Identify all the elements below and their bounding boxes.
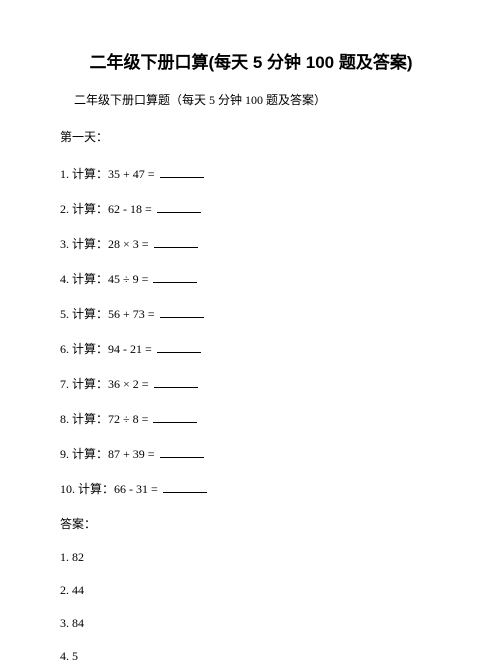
problem-num: 2 <box>60 202 66 216</box>
problem-label: 计算： <box>72 167 108 181</box>
problem-expr: 87 + 39 = <box>108 447 155 461</box>
problem-expr: 62 - 18 = <box>108 202 152 216</box>
answer-blank <box>160 307 204 318</box>
answer-blank <box>154 237 198 248</box>
problem-num: 5 <box>60 307 66 321</box>
answer-val: 5 <box>72 649 78 663</box>
problem-num: 10 <box>60 482 72 496</box>
problem-label: 计算： <box>72 377 108 391</box>
answer-blank <box>163 482 207 493</box>
problem-row: 3. 计算：28 × 3 = <box>60 235 442 252</box>
problem-row: 7. 计算：36 × 2 = <box>60 375 442 392</box>
problem-row: 10. 计算：66 - 31 = <box>60 480 442 497</box>
problem-row: 4. 计算：45 ÷ 9 = <box>60 270 442 287</box>
problem-expr: 72 ÷ 8 = <box>108 412 148 426</box>
answer-row: 1. 82 <box>60 550 442 565</box>
answer-header: 答案： <box>60 515 442 532</box>
answer-blank <box>153 272 197 283</box>
problem-row: 2. 计算：62 - 18 = <box>60 200 442 217</box>
page-subtitle: 二年级下册口算题（每天 5 分钟 100 题及答案） <box>60 91 442 108</box>
answer-blank <box>157 342 201 353</box>
problem-num: 4 <box>60 272 66 286</box>
answer-blank <box>157 202 201 213</box>
problem-num: 8 <box>60 412 66 426</box>
problem-num: 7 <box>60 377 66 391</box>
answer-val: 84 <box>72 616 84 630</box>
problem-expr: 28 × 3 = <box>108 237 149 251</box>
problem-num: 1 <box>60 167 66 181</box>
page-title: 二年级下册口算(每天 5 分钟 100 题及答案) <box>60 48 442 73</box>
problem-label: 计算： <box>72 237 108 251</box>
answer-blank <box>160 447 204 458</box>
answer-val: 82 <box>72 550 84 564</box>
problem-row: 6. 计算：94 - 21 = <box>60 340 442 357</box>
answer-val: 44 <box>72 583 84 597</box>
problem-row: 1. 计算：35 + 47 = <box>60 165 442 182</box>
problem-row: 5. 计算：56 + 73 = <box>60 305 442 322</box>
answer-row: 2. 44 <box>60 583 442 598</box>
problem-row: 8. 计算：72 ÷ 8 = <box>60 410 442 427</box>
problem-expr: 56 + 73 = <box>108 307 155 321</box>
answer-num: 2 <box>60 583 66 597</box>
answer-blank <box>154 377 198 388</box>
problem-label: 计算： <box>72 202 108 216</box>
answer-row: 3. 84 <box>60 616 442 631</box>
answer-blank <box>160 167 204 178</box>
problem-label: 计算： <box>72 412 108 426</box>
day-label: 第一天： <box>60 128 442 145</box>
problem-row: 9. 计算：87 + 39 = <box>60 445 442 462</box>
problem-expr: 94 - 21 = <box>108 342 152 356</box>
problem-expr: 66 - 31 = <box>114 482 158 496</box>
problem-num: 9 <box>60 447 66 461</box>
problem-label: 计算： <box>72 447 108 461</box>
problem-num: 6 <box>60 342 66 356</box>
answer-blank <box>153 412 197 423</box>
answer-row: 4. 5 <box>60 649 442 664</box>
problem-label: 计算： <box>72 272 108 286</box>
problem-expr: 45 ÷ 9 = <box>108 272 148 286</box>
problem-expr: 35 + 47 = <box>108 167 155 181</box>
answer-num: 3 <box>60 616 66 630</box>
problem-num: 3 <box>60 237 66 251</box>
problem-expr: 36 × 2 = <box>108 377 149 391</box>
answer-num: 4 <box>60 649 66 663</box>
problem-label: 计算： <box>72 307 108 321</box>
answer-num: 1 <box>60 550 66 564</box>
problem-label: 计算： <box>78 482 114 496</box>
problem-label: 计算： <box>72 342 108 356</box>
